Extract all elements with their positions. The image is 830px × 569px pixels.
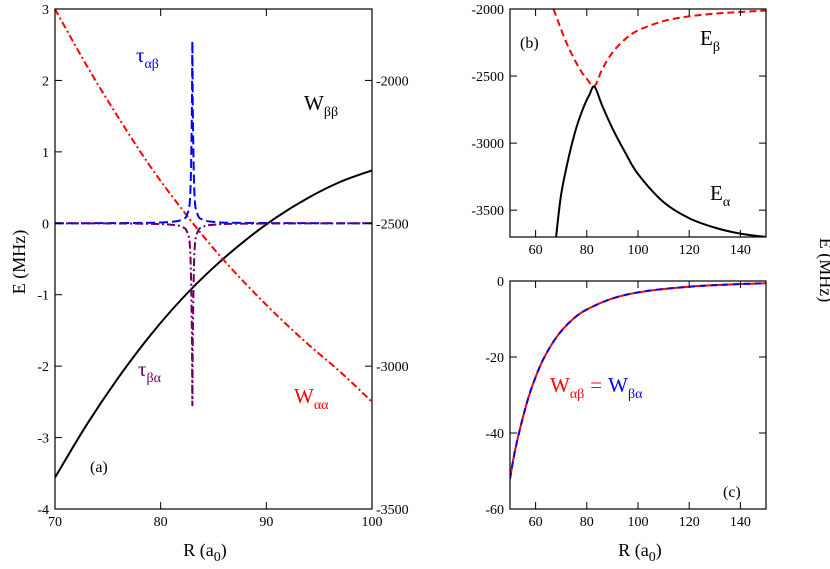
panel-b-label: (b) — [520, 35, 539, 52]
label-e-beta: Eβ — [700, 26, 720, 55]
xtick-label-c-0: 60 — [529, 515, 543, 530]
panel-b-ticks: 60 80 100 120 140 -3500 -3000 -2500 -2000 — [471, 3, 766, 258]
xtick-label-b-0: 60 — [529, 243, 543, 258]
xtick-label-b-3: 120 — [679, 243, 700, 258]
label-w-alpha-beta-eq: Wαβ = Wβα — [550, 373, 643, 402]
ytick-label-a-1: -3 — [37, 432, 49, 447]
label-w-alpha-alpha: Wαα — [294, 384, 329, 413]
series-b-1 — [555, 85, 766, 237]
ytick-label-c-1: -40 — [485, 427, 504, 442]
ytick-label-c-3: 0 — [497, 275, 504, 290]
ytick-label-a-2: -2 — [37, 360, 49, 375]
ytick-label-c-0: -60 — [485, 503, 504, 518]
panel-a-ticks: 70 80 90 100 -4 -3 -2 -1 0 1 2 3 -3500 -3000 -2500 -200… — [37, 3, 408, 530]
panels-bc-ylabel: E (MHz) — [815, 238, 830, 302]
xtick-label-c-1: 80 — [580, 515, 594, 530]
series-c-1 — [510, 282, 766, 479]
ytick-label-b-2: -2500 — [471, 70, 504, 85]
panel-b: 60 80 100 120 140 -3500 -3000 -2500 -2000 (b) Eβ… — [471, 3, 767, 258]
panel-c-xlabel: R (a0) — [618, 540, 662, 565]
panel-b-curves — [552, 9, 766, 237]
series-a-3 — [55, 222, 372, 407]
panel-a-curves — [55, 9, 372, 479]
xtick-label-a-3: 100 — [362, 515, 383, 530]
panel-c: 60 80 100 120 140 -60 -40 -20 0 (c) R (a0) Wαβ = W… — [485, 275, 767, 565]
xtick-label-a-2: 90 — [259, 515, 273, 530]
xtick-label-c-4: 140 — [730, 515, 751, 530]
label-tau-beta-alpha: τβα — [138, 357, 162, 386]
xtick-label-b-1: 80 — [580, 243, 594, 258]
xtick-label-a-0: 70 — [48, 515, 62, 530]
panel-c-label: (c) — [723, 484, 741, 501]
ytick-label-a-6: 2 — [42, 74, 49, 89]
ytick-label-b-3: -2000 — [471, 3, 504, 18]
panel-a-label: (a) — [90, 459, 108, 476]
series-c-0 — [510, 282, 766, 479]
xtick-label-b-4: 140 — [730, 243, 751, 258]
label-e-alpha: Eα — [710, 181, 731, 210]
xtick-label-a-1: 80 — [154, 515, 168, 530]
label-w-beta-beta: Wββ — [304, 91, 338, 120]
ytick-label-a-0: -4 — [37, 503, 49, 518]
label-tau-alpha-beta: ταβ — [136, 43, 159, 72]
ytick-label-b-1: -3000 — [471, 137, 504, 152]
panel-a-xlabel: R (a0) — [183, 540, 227, 565]
panel-c-curves — [510, 282, 766, 479]
ytick-label-c-2: -20 — [485, 351, 504, 366]
series-a-0 — [55, 169, 372, 479]
ytick-label-a-3: -1 — [37, 289, 49, 304]
y2tick-label-a-0: -3500 — [376, 503, 409, 518]
y2tick-label-a-2: -2500 — [376, 217, 409, 232]
xtick-label-c-3: 120 — [679, 515, 700, 530]
panel-a-ylabel: E (MHz) — [9, 230, 30, 294]
series-a-2 — [55, 40, 372, 225]
xtick-label-b-2: 100 — [628, 243, 649, 258]
series-b-0 — [552, 9, 766, 88]
ytick-label-b-0: -3500 — [471, 204, 504, 219]
y2tick-label-a-1: -3000 — [376, 360, 409, 375]
series-a-1 — [55, 9, 372, 403]
panel-a: 70 80 90 100 -4 -3 -2 -1 0 1 2 3 -3500 -3000 -2500 -200… — [9, 3, 409, 565]
panel-c-ticks: 60 80 100 120 140 -60 -40 -20 0 — [485, 275, 766, 530]
ytick-label-a-7: 3 — [42, 3, 49, 18]
xtick-label-c-2: 100 — [628, 515, 649, 530]
ytick-label-a-5: 1 — [42, 146, 49, 161]
y2tick-label-a-3: -2000 — [376, 74, 409, 89]
panel-a-frame — [54, 8, 373, 510]
ytick-label-a-4: 0 — [42, 217, 49, 232]
